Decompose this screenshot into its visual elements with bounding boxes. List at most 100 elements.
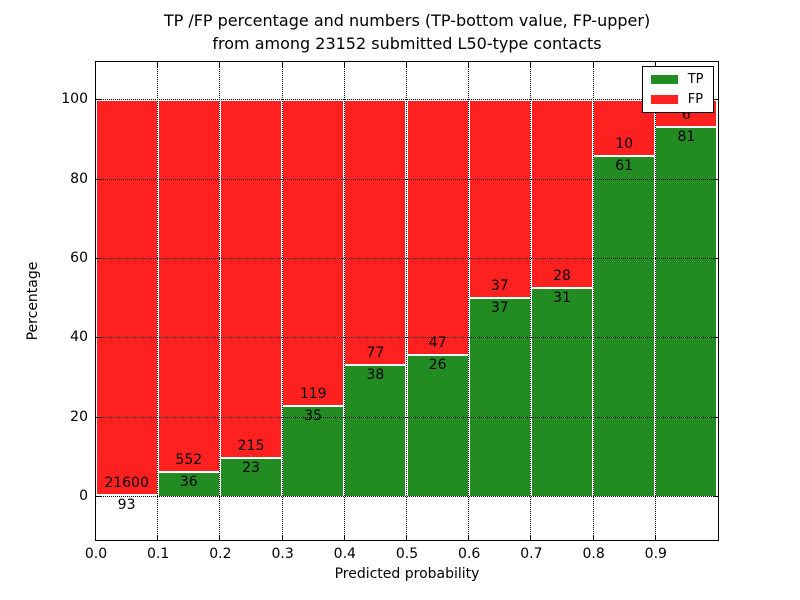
gridline-x: [530, 61, 532, 540]
x-tick-mark: [219, 61, 221, 67]
bar-segment-fp: [157, 99, 220, 473]
x-tick-mark: [406, 534, 407, 540]
y-tick-label: 40: [70, 329, 88, 346]
bar-segment-tp: [468, 298, 531, 497]
y-tick-mark: [712, 496, 718, 498]
bar-segment-fp: [530, 99, 594, 289]
y-tick-mark: [712, 99, 718, 101]
y-tick-label: 60: [70, 249, 88, 266]
bar-label-tp: 36: [179, 474, 198, 491]
bar-label-tp: 35: [304, 408, 323, 425]
bar-segment-tp: [219, 458, 283, 497]
bar-label-fp: 6: [681, 106, 691, 123]
x-tick-mark: [281, 534, 283, 540]
x-tick-label: 0.6: [458, 546, 481, 562]
x-tick-label: 0.5: [395, 546, 419, 562]
chart-title-line1: TP /FP percentage and numbers (TP-bottom…: [163, 11, 651, 30]
bar-label-tp: 61: [615, 157, 634, 174]
y-tick-label: 80: [70, 170, 88, 187]
bar-label-tp: 93: [117, 496, 136, 513]
bar-label-fp: 10: [615, 135, 634, 152]
bar-segment-tp: [655, 126, 718, 497]
x-tick-mark: [592, 61, 594, 67]
y-tick-mark: [95, 178, 101, 180]
bar-segment-tp: [530, 288, 594, 497]
x-tick-mark: [654, 534, 656, 540]
fp-legend-swatch: [650, 94, 678, 104]
y-tick-mark: [712, 416, 718, 418]
y-tick-mark: [712, 257, 718, 259]
gridline-y: [95, 178, 718, 180]
plot-area: TP FP 21600 93 552 36 215 23 119 35 77 38 47 26 37 37…: [94, 60, 719, 541]
x-tick-mark: [654, 61, 656, 67]
y-tick-mark: [95, 337, 101, 339]
y-tick-label: 100: [61, 91, 88, 108]
x-tick-mark: [530, 61, 532, 67]
bar-label-fp: 77: [366, 345, 385, 362]
x-tick-mark: [530, 534, 532, 540]
x-tick-label: 0.7: [520, 546, 543, 562]
bar-label-fp: 21600: [104, 474, 149, 491]
gridline-y: [95, 416, 718, 418]
x-tick-mark: [343, 534, 345, 540]
bar-label-fp: 119: [299, 386, 327, 403]
bar-segment-fp: [344, 99, 407, 366]
bar-label-tp: 37: [490, 300, 509, 317]
bar-label-fp: 215: [237, 438, 265, 455]
bar-label-tp: 81: [677, 128, 696, 145]
bar-segment-tp: [157, 472, 220, 497]
gridline-x: [343, 61, 345, 540]
x-tick-mark: [157, 534, 159, 540]
bar-label-tp: 26: [428, 357, 447, 374]
x-tick-label: 0.0: [84, 546, 108, 562]
legend: TP FP: [641, 65, 714, 113]
bar-label-fp: 47: [428, 335, 447, 352]
gridline-x: [281, 61, 283, 540]
y-tick-mark: [95, 416, 101, 418]
legend-label-tp: TP: [687, 71, 704, 87]
chart-title: TP /FP percentage and numbers (TP-bottom…: [96, 9, 718, 55]
legend-item-fp: FP: [650, 93, 704, 106]
bar-label-tp: 38: [366, 367, 385, 384]
gridline-y: [95, 337, 718, 339]
chart-title-line2: from among 23152 submitted L50-type cont…: [212, 34, 602, 53]
gridline-x: [157, 61, 159, 540]
bar-label-fp: 37: [490, 278, 509, 295]
bar-segment-tp: [344, 365, 407, 497]
x-tick-label: 0.4: [333, 546, 356, 562]
bar-segment-fp: [95, 99, 158, 495]
y-tick-mark: [712, 178, 718, 180]
x-tick-mark: [406, 61, 407, 67]
y-tick-mark: [95, 99, 101, 101]
x-axis-label: Predicted probability: [334, 566, 480, 582]
x-tick-label: 0.2: [209, 546, 232, 562]
x-tick-mark: [219, 534, 221, 540]
bar-segment-fp: [219, 99, 283, 459]
y-tick-label: 0: [79, 488, 88, 505]
bar-label-tp: 31: [553, 290, 571, 307]
bar-segment-fp: [468, 99, 531, 299]
gridline-x: [219, 61, 221, 540]
y-tick-mark: [712, 337, 718, 339]
bar-segment-fp: [282, 99, 345, 407]
bar-label-tp: 23: [242, 460, 260, 477]
bar-segment-tp: [593, 155, 656, 497]
bar-segment-tp: [406, 355, 469, 497]
y-tick-label: 20: [70, 408, 88, 425]
x-tick-mark: [281, 61, 283, 67]
x-tick-mark: [343, 61, 345, 67]
bar-label-fp: 28: [553, 268, 571, 285]
legend-item-tp: TP: [650, 71, 704, 87]
gridline-y: [95, 257, 718, 259]
x-tick-mark: [157, 61, 159, 67]
x-tick-mark: [468, 61, 470, 67]
x-tick-label: 0.8: [582, 546, 605, 562]
x-tick-label: 0.1: [147, 546, 170, 562]
gridline-x: [654, 61, 656, 540]
bar-segment-fp: [406, 99, 469, 356]
gridline-x: [406, 61, 407, 540]
tp-legend-swatch: [650, 74, 678, 84]
x-tick-label: 0.3: [271, 546, 294, 562]
gridline-x: [592, 61, 594, 540]
